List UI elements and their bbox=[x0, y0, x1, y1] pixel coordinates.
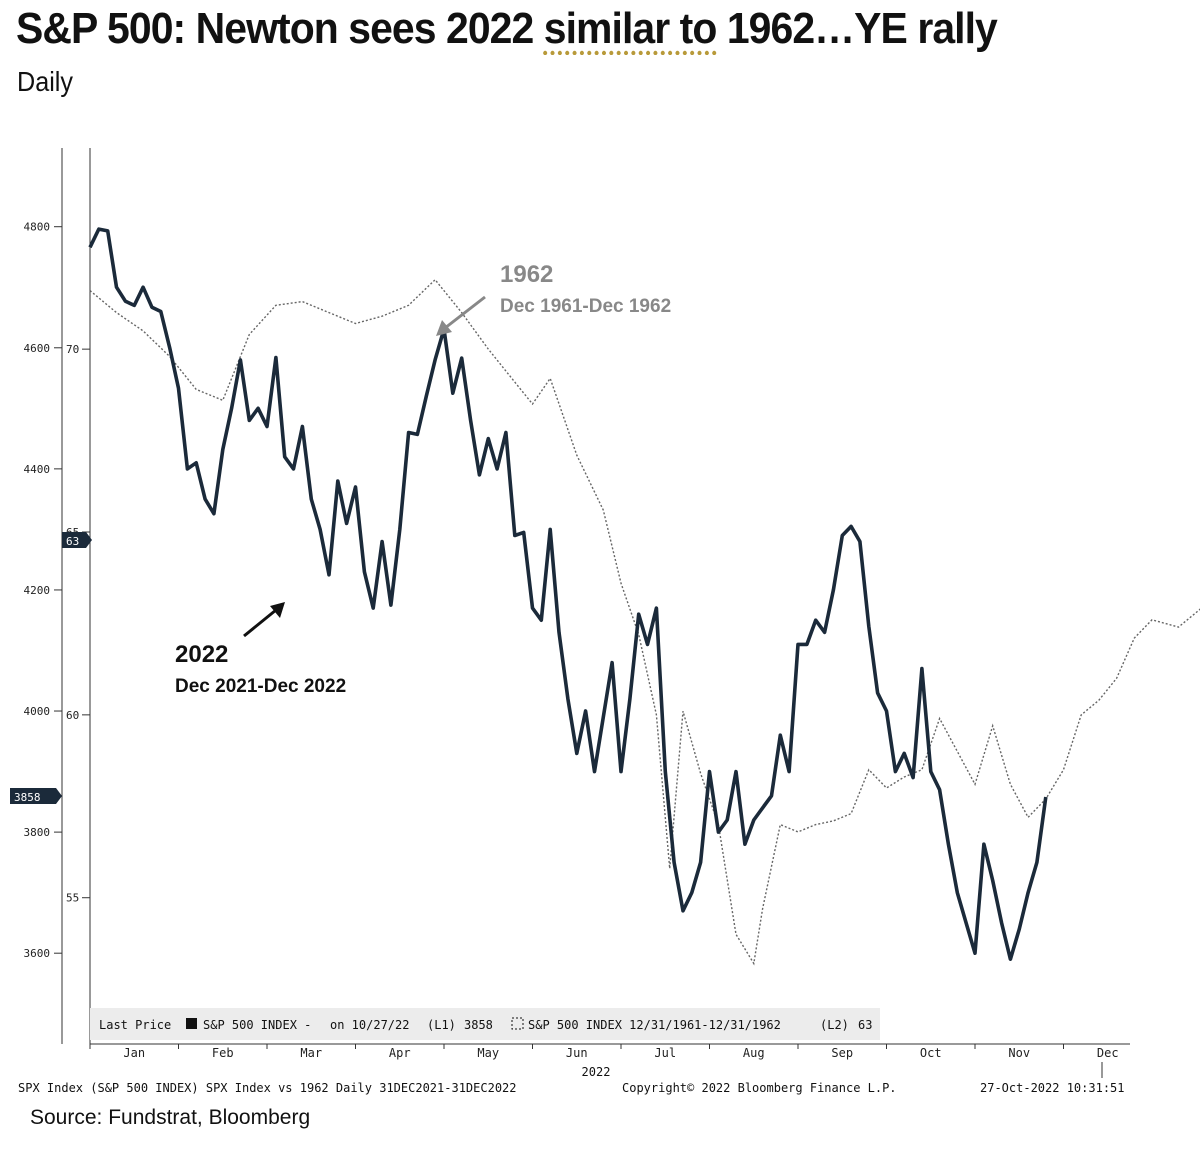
footer-copyright: Copyright© 2022 Bloomberg Finance L.P. bbox=[622, 1081, 897, 1095]
right-axis-ticks: 55606570 bbox=[66, 343, 90, 905]
marker-right-text: 63 bbox=[66, 535, 79, 548]
annotation-1962-arrowhead bbox=[436, 320, 452, 336]
chart-axes bbox=[61, 148, 1130, 1045]
x-tick-label: Aug bbox=[743, 1046, 765, 1060]
legend-last-price: Last Price bbox=[99, 1018, 171, 1032]
annotation-1962-sub: Dec 1961-Dec 1962 bbox=[500, 296, 671, 317]
legend-s2-axis: (L2) bbox=[820, 1018, 849, 1032]
left-tick-label: 4000 bbox=[24, 705, 51, 718]
footer-timestamp: 27-Oct-2022 10:31:51 bbox=[980, 1081, 1125, 1095]
legend-background bbox=[90, 1008, 880, 1040]
left-tick-label: 3800 bbox=[24, 826, 51, 839]
legend: Last Price S&P 500 INDEX - on 10/27/22 (… bbox=[90, 1008, 880, 1040]
title-suffix: 1962…YE rally bbox=[716, 4, 998, 53]
legend-s2-value: 63 bbox=[858, 1018, 872, 1032]
right-tick-label: 70 bbox=[66, 343, 79, 356]
x-tick-label: May bbox=[477, 1046, 499, 1060]
legend-s1-on: on 10/27/22 bbox=[330, 1018, 409, 1032]
right-tick-label: 55 bbox=[66, 892, 79, 905]
marker-right-current: 63 bbox=[62, 532, 92, 548]
annotation-1962-arrow bbox=[444, 295, 486, 330]
annotation-2022-sub: Dec 2021-Dec 2022 bbox=[175, 676, 346, 697]
annotation-2022: 2022 Dec 2021-Dec 2022 bbox=[175, 602, 346, 697]
x-tick-label: Jun bbox=[566, 1046, 588, 1060]
legend-s1-axis: (L1) bbox=[427, 1018, 456, 1032]
x-year-label: 2022 bbox=[582, 1065, 611, 1079]
legend-swatch-1962 bbox=[511, 1017, 524, 1030]
annotation-1962-title: 1962 bbox=[500, 261, 553, 288]
left-tick-label: 4600 bbox=[24, 342, 51, 355]
x-tick-label: Feb bbox=[212, 1046, 234, 1060]
series-line-2022 bbox=[88, 227, 1048, 961]
legend-s1-value: 3858 bbox=[464, 1018, 493, 1032]
legend-swatch-2022 bbox=[186, 1018, 197, 1029]
series-layer bbox=[88, 227, 1200, 966]
right-tick-label: 60 bbox=[66, 709, 79, 722]
source-note: Source: Fundstrat, Bloomberg bbox=[30, 1106, 311, 1129]
title-prefix: S&P 500: Newton sees 2022 bbox=[16, 4, 544, 53]
x-axis-ticks: Jan Feb Mar Apr May Jun Jul Aug Sep Oct Nov Dec bbox=[89, 1044, 1119, 1060]
left-tick-label: 3600 bbox=[24, 947, 51, 960]
x-tick-label: Oct bbox=[920, 1046, 942, 1060]
chart-subtitle: Daily bbox=[17, 66, 74, 97]
annotation-2022-arrow bbox=[243, 608, 277, 638]
x-tick-label: Jul bbox=[654, 1046, 676, 1060]
left-axis-ticks: 3600 3800 4000 4200 4400 4600 4800 bbox=[24, 221, 62, 960]
annotation-2022-title: 2022 bbox=[175, 641, 228, 668]
annotation-2022-arrowhead bbox=[270, 602, 285, 618]
footer-left: SPX Index (S&P 500 INDEX) SPX Index vs 1… bbox=[18, 1081, 517, 1095]
x-tick-label: Dec bbox=[1097, 1046, 1119, 1060]
title-underlined: similar to bbox=[543, 4, 718, 53]
series-line-1962 bbox=[89, 278, 1200, 966]
legend-s1-label: S&P 500 INDEX - bbox=[203, 1018, 311, 1032]
x-tick-label: Mar bbox=[300, 1046, 322, 1060]
x-tick-label: Jan bbox=[123, 1046, 145, 1060]
left-tick-label: 4400 bbox=[24, 463, 51, 476]
x-tick-label: Nov bbox=[1008, 1046, 1030, 1060]
x-tick-label: Apr bbox=[389, 1046, 411, 1060]
left-tick-label: 4200 bbox=[24, 584, 51, 597]
chart-title: S&P 500: Newton sees 2022 similar to 196… bbox=[16, 4, 998, 54]
legend-s2-label: S&P 500 INDEX 12/31/1961-12/31/1962 bbox=[528, 1018, 781, 1032]
marker-left-text: 3858 bbox=[14, 791, 41, 804]
marker-left-current: 3858 bbox=[10, 788, 62, 804]
x-tick-label: Sep bbox=[831, 1046, 853, 1060]
left-tick-label: 4800 bbox=[24, 221, 51, 234]
annotation-1962: 1962 Dec 1961-Dec 1962 bbox=[436, 261, 671, 336]
